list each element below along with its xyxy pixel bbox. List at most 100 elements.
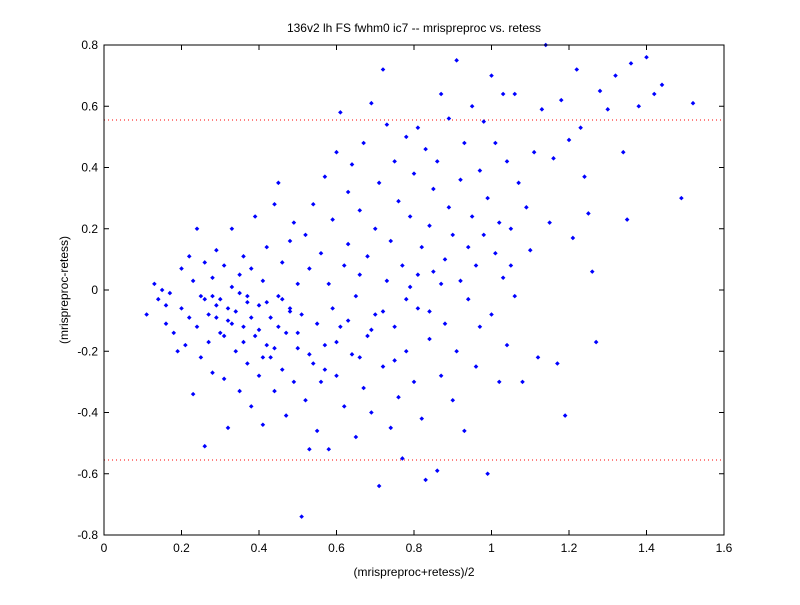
data-point [241,254,246,259]
data-point [431,186,436,192]
data-point [589,269,595,274]
data-point [241,339,246,345]
data-point [369,327,374,333]
data-point [248,266,254,271]
data-point [578,125,583,130]
x-tick-label: 0 [101,541,108,555]
data-point [349,352,355,357]
data-point [276,293,281,299]
data-point [496,220,502,225]
data-point [485,471,490,477]
data-point [310,201,316,207]
x-tick-label: 0.4 [251,541,268,555]
data-point [248,404,254,409]
data-point [555,361,560,366]
data-point [225,318,231,323]
data-point [245,361,250,366]
data-point [233,348,239,354]
data-point [322,367,328,372]
data-point [283,330,289,336]
data-point [400,263,405,268]
data-point [326,446,332,452]
data-point [531,149,537,155]
data-point [221,376,227,382]
data-point [171,330,177,336]
data-point [388,238,394,244]
data-point [624,217,630,222]
data-point [411,171,417,176]
data-points [144,42,696,519]
data-point [415,125,421,130]
data-point [338,110,343,115]
data-point [582,174,587,179]
data-point [179,306,184,311]
data-point [380,67,386,72]
data-point [465,296,471,302]
data-point [307,266,312,271]
data-point [276,324,281,330]
data-point [357,272,363,277]
data-point [283,413,289,418]
data-point [415,272,421,277]
data-point [372,226,378,232]
data-point [512,293,518,299]
chart-title: 136v2 lh FS fwhm0 ic7 -- mrispreproc vs.… [287,21,541,35]
data-point [345,189,351,195]
data-point [485,195,490,201]
data-point [299,514,304,519]
x-tick-label: 1.2 [561,541,578,555]
data-point [175,348,180,354]
data-point [431,269,436,274]
data-point [268,355,273,360]
data-point [202,296,208,302]
data-point [221,263,227,268]
y-tick-label: 0.2 [81,222,98,236]
data-point [241,324,246,330]
data-point [392,159,397,164]
data-point [454,348,459,354]
data-point [264,299,270,305]
data-point [400,456,405,461]
data-point [361,385,366,391]
data-point [392,358,397,363]
data-point [225,425,231,431]
data-point [434,159,440,164]
data-point [462,428,467,434]
y-axis-ticks: -0.8 -0.6 -0.4 -0.2 0 0.2 0.4 0.6 0.8 [77,38,724,542]
data-point [206,339,211,345]
data-point [245,299,250,305]
data-point [407,214,413,219]
data-point [396,394,401,400]
data-point [186,254,192,259]
data-point [535,355,541,360]
y-tick-label: 0.6 [81,99,98,113]
data-point [427,309,432,314]
data-point [465,244,471,250]
data-point [225,306,231,311]
data-point [419,416,425,421]
x-axis-ticks: 0 0.2 0.4 0.6 0.8 1 1.2 1.4 1.6 [101,45,733,555]
data-point [419,244,425,250]
data-point [214,315,219,320]
data-point [318,379,324,385]
data-point [194,226,200,232]
data-point [651,91,657,97]
data-point [206,312,211,317]
data-point [322,174,328,179]
data-point [380,309,386,314]
data-point [353,293,359,299]
data-point [217,330,223,336]
data-point [427,336,432,342]
data-point [481,119,487,124]
data-point [248,315,254,320]
data-point [167,290,173,296]
data-point [334,373,339,379]
data-point [504,342,510,348]
data-point [260,422,266,428]
data-point [299,312,304,317]
data-point [338,324,343,330]
data-point [524,205,529,210]
data-point [287,238,293,244]
data-point [214,303,219,308]
